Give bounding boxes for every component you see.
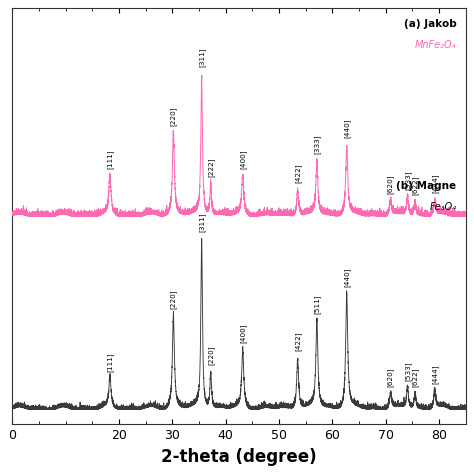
Text: [311]: [311] bbox=[198, 212, 205, 232]
Text: (b) Magne: (b) Magne bbox=[396, 181, 456, 191]
Text: [311]: [311] bbox=[198, 47, 205, 67]
Text: [444]: [444] bbox=[431, 173, 438, 192]
Text: [111]: [111] bbox=[107, 353, 113, 372]
Text: Fe₃O₄: Fe₃O₄ bbox=[429, 202, 456, 212]
Text: [220]: [220] bbox=[207, 346, 214, 365]
Text: [620]: [620] bbox=[387, 174, 394, 194]
Text: [440]: [440] bbox=[343, 267, 350, 287]
Text: [440]: [440] bbox=[343, 118, 350, 137]
Text: [333]: [333] bbox=[313, 135, 320, 155]
Text: [220]: [220] bbox=[170, 289, 177, 309]
Text: MnFe₂O₄: MnFe₂O₄ bbox=[415, 39, 456, 49]
X-axis label: 2-theta (degree): 2-theta (degree) bbox=[161, 447, 317, 465]
Text: [422]: [422] bbox=[294, 332, 301, 351]
Text: [111]: [111] bbox=[107, 149, 113, 169]
Text: [533]: [533] bbox=[404, 361, 411, 381]
Text: [400]: [400] bbox=[239, 149, 246, 169]
Text: [622]: [622] bbox=[411, 368, 419, 387]
Text: [400]: [400] bbox=[239, 323, 246, 343]
Text: [222]: [222] bbox=[207, 157, 214, 177]
Text: (a) Jakob: (a) Jakob bbox=[404, 19, 456, 29]
Text: [533]: [533] bbox=[404, 170, 411, 190]
Text: [422]: [422] bbox=[294, 163, 301, 182]
Text: [220]: [220] bbox=[170, 107, 177, 126]
Text: [444]: [444] bbox=[431, 365, 438, 384]
Text: [620]: [620] bbox=[387, 368, 394, 387]
Text: [511]: [511] bbox=[313, 294, 320, 314]
Text: [622]: [622] bbox=[411, 176, 419, 195]
